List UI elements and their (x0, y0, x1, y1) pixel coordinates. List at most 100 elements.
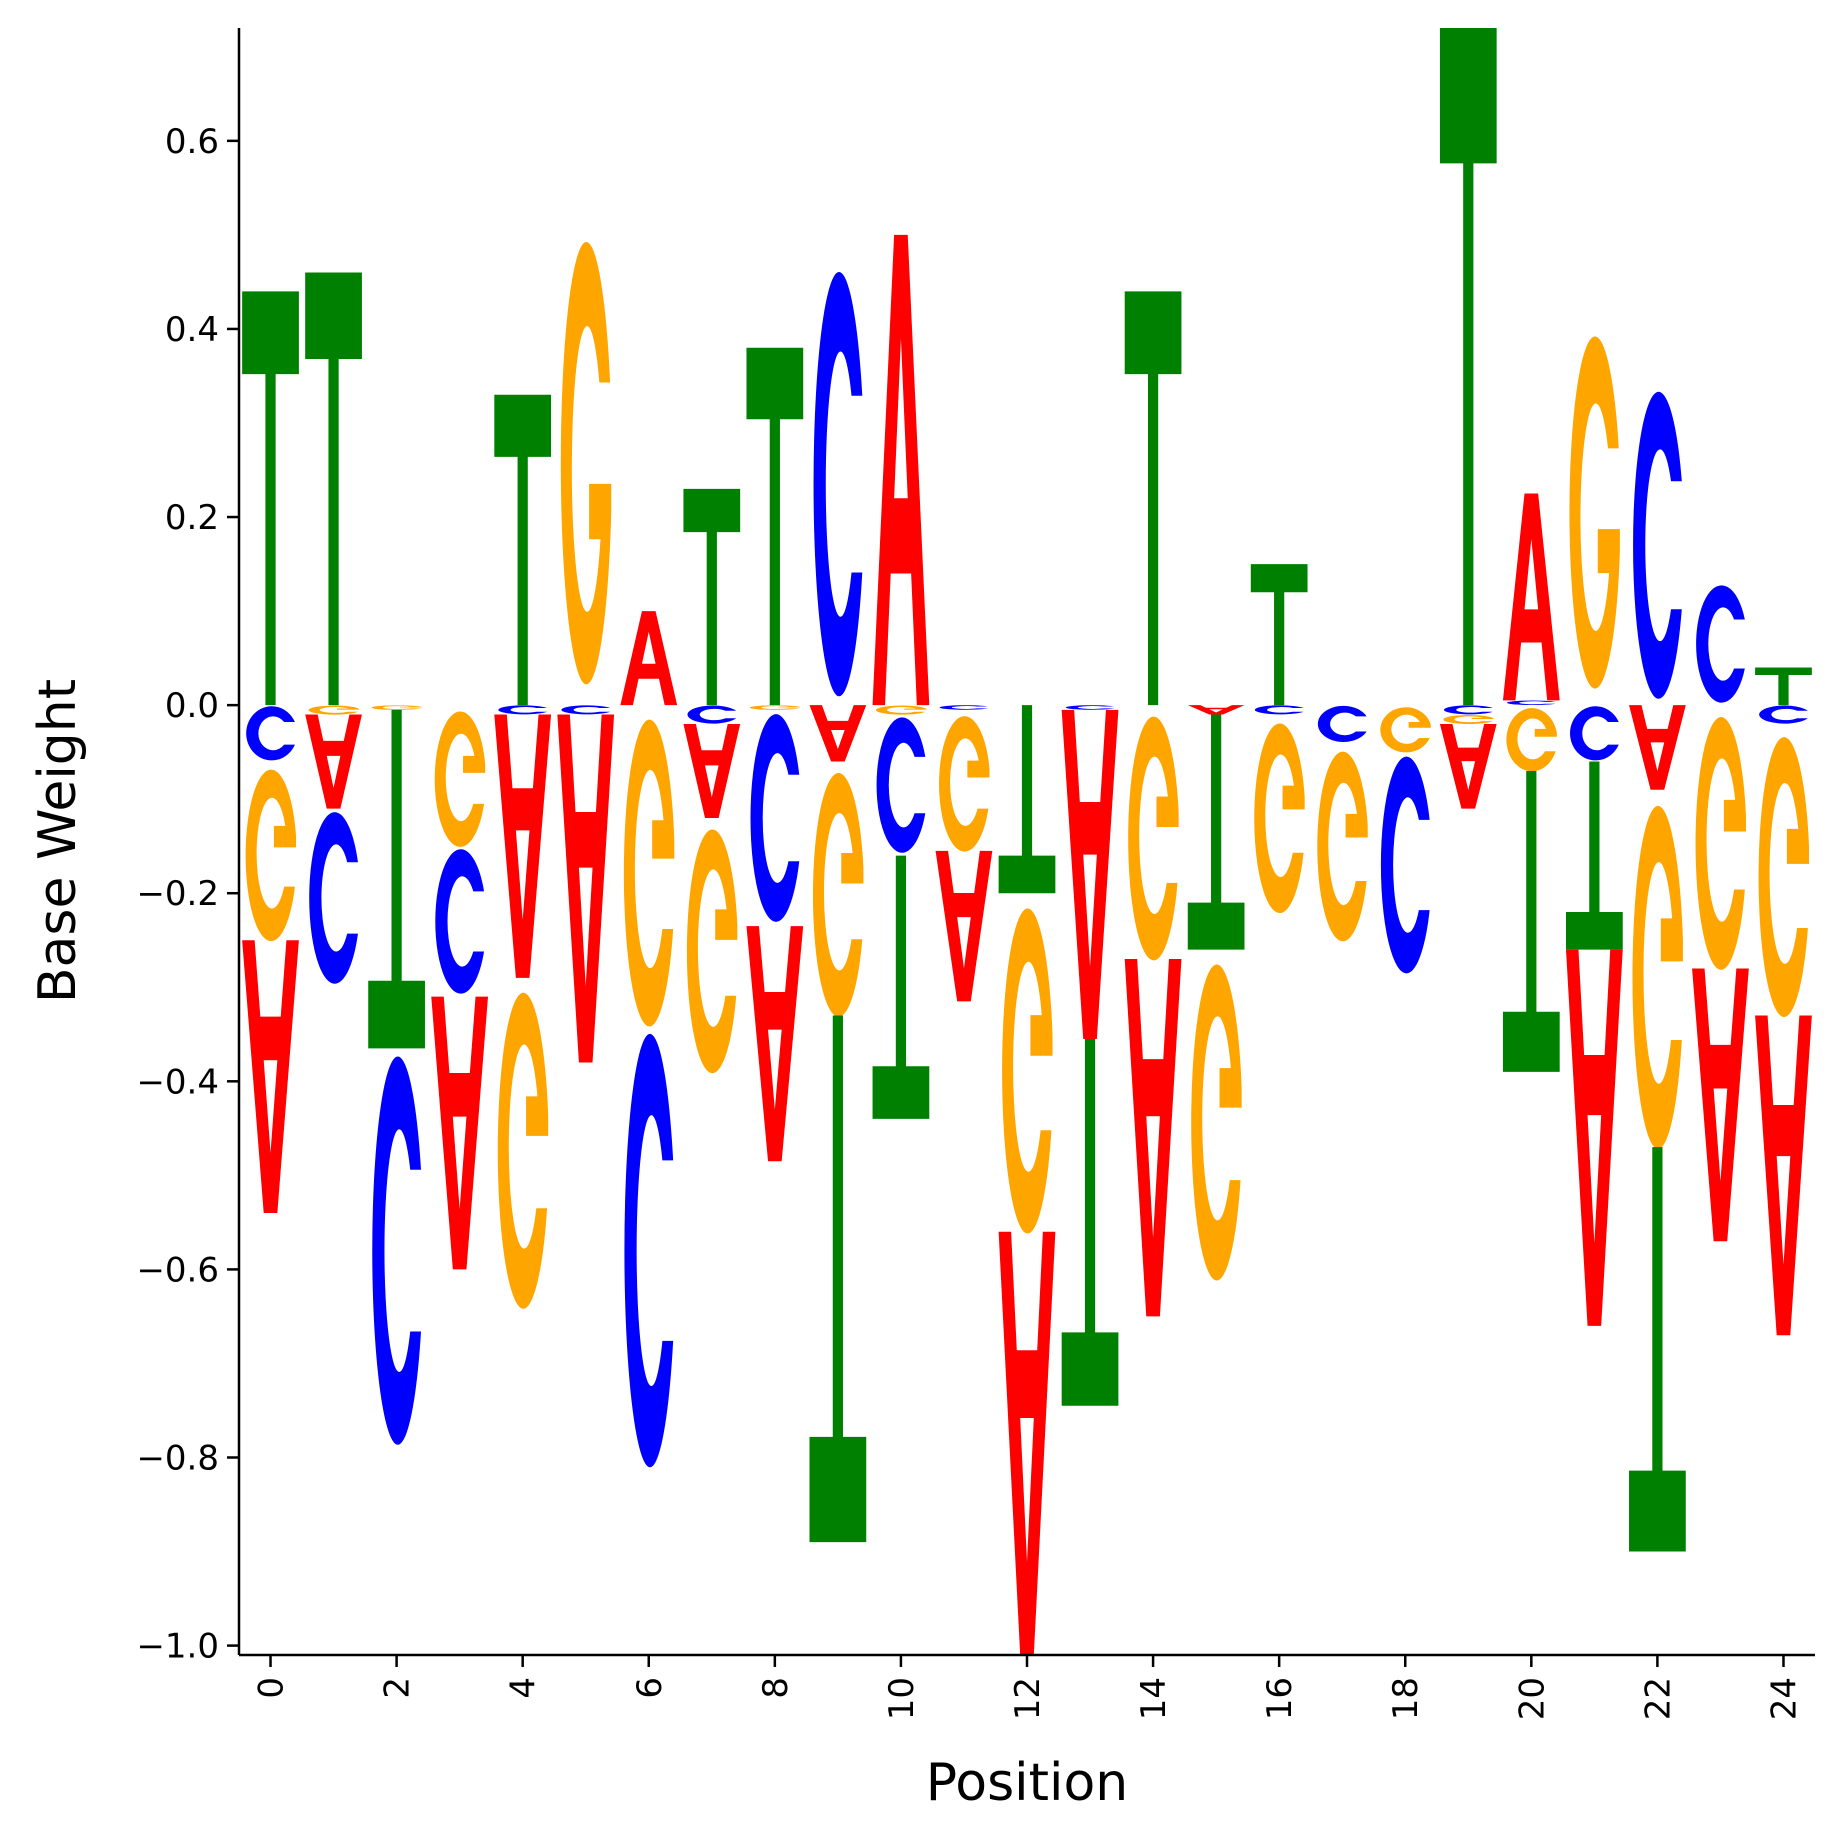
y-tick-label: 0.6 (165, 122, 219, 162)
logo-letter-G (1191, 964, 1242, 1281)
logo-letter-T (809, 1015, 867, 1543)
logo-letter-C (1759, 705, 1808, 724)
logo-column (998, 705, 1056, 1655)
x-tick-label: 16 (1260, 1677, 1300, 1720)
logo-letter-C (1317, 705, 1367, 742)
logo-letter-C (813, 271, 863, 697)
logo-letter-T (1502, 770, 1560, 1072)
logo-letter-G (371, 705, 423, 710)
logo-column (368, 705, 425, 1445)
logo-letters (242, 28, 1812, 1655)
logo-letter-G (1632, 805, 1683, 1149)
x-tick-label: 18 (1386, 1677, 1426, 1720)
logo-letter-A (305, 714, 362, 809)
logo-letter-A (872, 234, 930, 706)
logo-letter-A (494, 714, 552, 978)
logo-column (1439, 28, 1497, 809)
logo-letter-T (1565, 761, 1623, 950)
logo-letter-G (1254, 723, 1305, 914)
logo-column (557, 241, 615, 1063)
logo-letter-A (620, 611, 678, 706)
y-tick-label: −0.6 (136, 1250, 219, 1290)
logo-letter-G (1380, 707, 1431, 753)
logo-letter-T (368, 709, 425, 1049)
logo-letter-C (1506, 700, 1556, 706)
logo-letter-A (746, 926, 804, 1162)
logo-column (1755, 667, 1812, 1336)
logo-column (1629, 391, 1686, 1552)
logo-letter-G (812, 773, 864, 1017)
logo-letter-G (1695, 717, 1746, 970)
logo-letter-A (1692, 968, 1749, 1242)
logo-column (494, 394, 552, 1309)
logo-letter-T (1755, 667, 1812, 706)
logo-letter-A (1061, 709, 1119, 1039)
y-axis-title: Base Weight (28, 679, 88, 1003)
logo-column (620, 611, 678, 1468)
logo-letter-T (1439, 28, 1497, 706)
logo-column (1187, 705, 1245, 1281)
logo-letter-T (683, 488, 741, 706)
logo-letter-C (561, 705, 611, 715)
logo-letter-C (498, 705, 548, 715)
x-tick-label: 0 (252, 1677, 292, 1699)
logo-column (1565, 336, 1623, 1326)
logo-letter-A (935, 850, 993, 1002)
logo-letter-A (1439, 723, 1497, 809)
x-ticks: 0 2 4 6 8 10 12 14 16 18 20 22 24 (252, 1655, 1804, 1720)
logo-letter-C (1443, 705, 1493, 715)
logo-letter-G (623, 719, 675, 1027)
logo-letter-T (1250, 564, 1308, 706)
logo-letter-T (305, 272, 362, 706)
logo-column (1380, 707, 1431, 974)
logo-letter-A (1565, 949, 1623, 1326)
logo-letter-C (1254, 705, 1304, 715)
logo-letter-C (1570, 706, 1619, 761)
logo-letter-G (749, 705, 801, 710)
y-tick-label: 0.0 (165, 686, 219, 726)
logo-column (1502, 493, 1560, 1072)
x-tick-label: 22 (1638, 1677, 1678, 1720)
logo-letter-C (1065, 705, 1115, 710)
logo-letter-T (1187, 714, 1245, 950)
logo-letter-G (939, 716, 990, 852)
logo-column (683, 488, 741, 1074)
y-tick-label: −0.4 (136, 1062, 219, 1102)
logo-column (809, 271, 867, 1543)
logo-letter-G (1317, 751, 1368, 942)
logo-letter-C (246, 706, 295, 761)
logo-letter-G (308, 705, 360, 715)
logo-letter-A (998, 1231, 1056, 1655)
logo-letter-G (1758, 737, 1810, 1017)
x-tick-label: 20 (1512, 1677, 1552, 1720)
logo-letter-G (245, 769, 297, 942)
logo-letter-C (624, 1033, 674, 1468)
logo-letter-T (242, 291, 299, 706)
logo-letter-G (876, 705, 927, 715)
logo-column (935, 705, 993, 1002)
logo-letter-A (557, 714, 615, 1063)
logo-letter-C (939, 705, 989, 710)
logo-column (746, 347, 804, 1162)
logo-letter-C (687, 705, 737, 724)
y-tick-label: −0.2 (136, 874, 219, 914)
logo-letter-G (560, 241, 612, 685)
x-tick-label: 24 (1764, 1677, 1804, 1720)
logo-letter-C (1380, 756, 1430, 974)
logo-column (1250, 564, 1308, 914)
logo-column (305, 272, 362, 984)
logo-letter-T (1061, 1038, 1119, 1406)
logo-letter-G (497, 992, 549, 1309)
logo-letter-C (1633, 391, 1682, 699)
y-tick-label: 0.2 (165, 498, 219, 538)
logo-letter-T (998, 705, 1056, 894)
logo-column (872, 234, 930, 1119)
logo-letter-C (876, 717, 926, 853)
logo-letter-A (1187, 705, 1245, 715)
logo-letter-A (242, 940, 299, 1213)
logo-letter-C (1696, 585, 1745, 703)
x-tick-label: 2 (378, 1677, 418, 1699)
logo-letter-T (872, 855, 930, 1119)
logo-letter-A (1124, 959, 1182, 1317)
